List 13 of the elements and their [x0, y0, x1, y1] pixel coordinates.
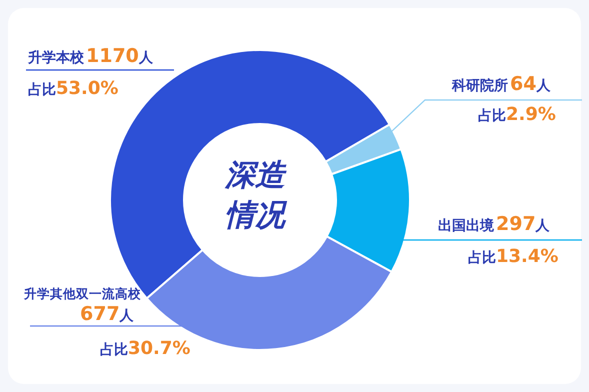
slice-label: 升学其他双一流高校 [23, 286, 142, 301]
data-label: 297人 [496, 213, 551, 235]
text: 占比13.4% [468, 246, 558, 267]
text: 占比53.0% [28, 78, 118, 99]
slice-label: 科研院所 [452, 78, 508, 94]
data-label: 64人 [510, 73, 552, 95]
text: 占比2.9% [478, 104, 556, 125]
text: 占比30.7% [100, 338, 190, 359]
slice-label: 升学本校 [28, 50, 84, 66]
data-label: 1170人 [86, 45, 154, 67]
data-label: 677人 [80, 303, 135, 325]
text: 深造情况 [224, 158, 288, 233]
slice-label: 出国出境 [438, 218, 494, 234]
